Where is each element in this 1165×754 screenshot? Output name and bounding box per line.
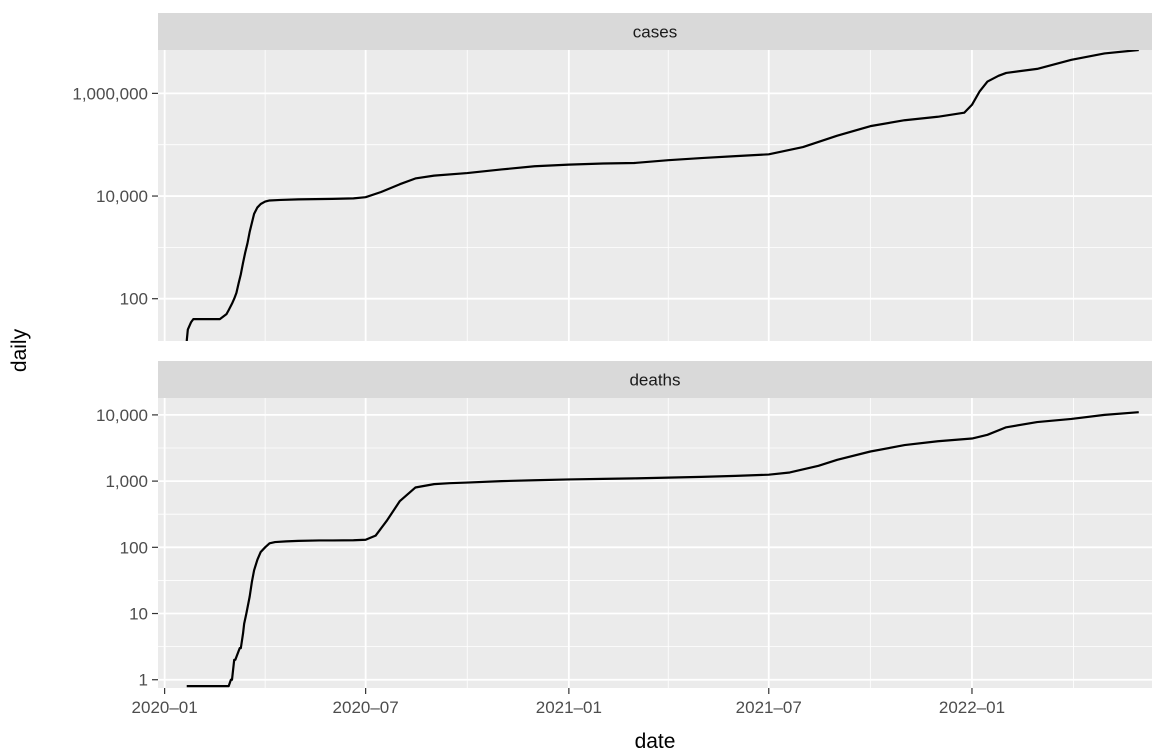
strip-background [158, 361, 1152, 398]
x-tick-label: 2020–01 [132, 698, 198, 717]
y-tick-label: 10,000 [96, 187, 148, 206]
x-tick-label: 2021–01 [536, 698, 602, 717]
gridlines [158, 398, 1152, 688]
panels: cases 100 10,000 1,000,000 deaths 1 10 100 1,000… [72, 13, 1152, 690]
x-axis: 2020–01 2020–07 2021–01 2021–07 2022–01 [132, 688, 1005, 717]
y-tick-label: 10 [129, 605, 148, 624]
panel-deaths: deaths 1 10 100 1,000 10,000 [96, 361, 1152, 690]
y-tick-label: 1 [139, 671, 148, 690]
y-tick-label: 1,000 [105, 472, 148, 491]
x-tick-label: 2021–07 [736, 698, 802, 717]
y-axis-deaths: 1 10 100 1,000 10,000 [96, 406, 158, 690]
panel-background [158, 398, 1152, 688]
series-line-cases [185, 50, 1139, 341]
y-tick-label: 10,000 [96, 406, 148, 425]
y-tick-label: 1,000,000 [72, 84, 148, 103]
gridlines [158, 50, 1152, 341]
y-tick-label: 100 [120, 538, 148, 557]
series-line-deaths [186, 411, 1139, 688]
y-axis-title: daily [8, 328, 31, 372]
x-tick-label: 2020–07 [333, 698, 399, 717]
strip-label: deaths [629, 371, 680, 390]
strip-background [158, 13, 1152, 50]
strip-label: cases [633, 23, 677, 42]
panel-cases: cases 100 10,000 1,000,000 [72, 13, 1152, 341]
x-tick-label: 2022–01 [939, 698, 1005, 717]
y-axis-cases: 100 10,000 1,000,000 [72, 84, 158, 309]
y-tick-label: 100 [120, 290, 148, 309]
x-axis-title: date [635, 730, 676, 753]
